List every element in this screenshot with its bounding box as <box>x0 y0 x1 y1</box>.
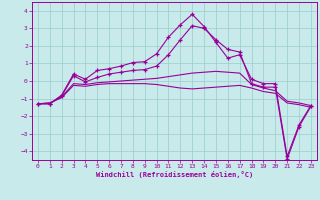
X-axis label: Windchill (Refroidissement éolien,°C): Windchill (Refroidissement éolien,°C) <box>96 171 253 178</box>
